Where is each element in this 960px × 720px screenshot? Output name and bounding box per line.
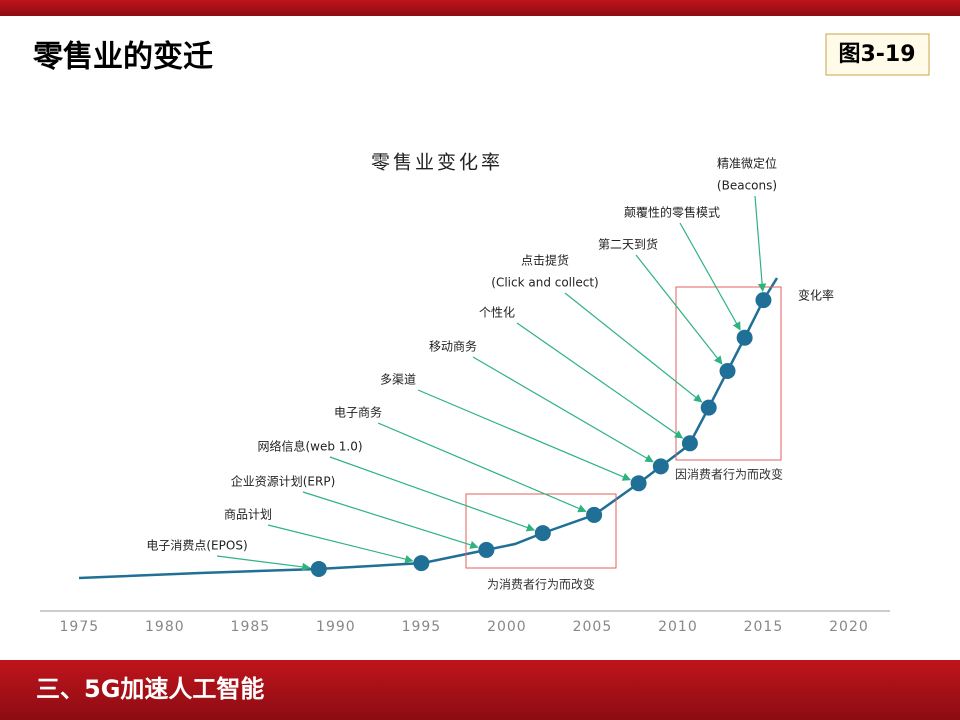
bottom-bar <box>0 660 960 720</box>
point <box>586 506 603 523</box>
point <box>736 329 753 346</box>
x-tick-label: 1985 <box>231 619 271 635</box>
x-tick-label: 1990 <box>316 619 356 635</box>
x-tick-label: 1995 <box>402 619 442 635</box>
x-tick-label: 2000 <box>487 619 527 635</box>
annotation-arrow <box>754 195 767 292</box>
top-bar <box>0 0 960 16</box>
point <box>755 292 772 309</box>
annotation: 颠覆性的零售模式 <box>624 205 720 220</box>
point <box>719 362 736 379</box>
annotation: 点击提货 <box>521 253 569 268</box>
annotation: (Beacons) <box>717 179 777 193</box>
annotation-arrow <box>377 422 587 513</box>
badge: 图3-19 <box>838 42 915 67</box>
x-tick-label: 2005 <box>573 619 613 635</box>
chart-title: 零售业变化率 <box>371 152 503 174</box>
annotation-arrow <box>216 555 311 572</box>
series-label: 变化率 <box>798 288 834 303</box>
point <box>652 458 669 475</box>
region-box <box>465 493 617 569</box>
curve <box>78 277 779 580</box>
footer-title: 三、5G加速人工智能 <box>36 675 264 703</box>
x-tick-label: 2020 <box>829 619 869 635</box>
point <box>630 475 647 492</box>
point <box>700 399 717 416</box>
annotation: 多渠道 <box>380 373 416 387</box>
annotation-arrow <box>516 322 684 439</box>
annotation-arrow <box>635 254 723 365</box>
annotation-arrow <box>302 491 479 549</box>
x-tick-label: 1980 <box>145 619 185 635</box>
slide-title: 零售业的变迁 <box>33 40 213 75</box>
annotation: 移动商务 <box>429 339 477 354</box>
annotation: (Click and collect) <box>491 276 598 290</box>
point <box>534 525 551 542</box>
annotation: 电子商务 <box>334 405 382 420</box>
annotation-arrow <box>679 222 741 331</box>
annotation: 商品计划 <box>224 507 272 522</box>
point <box>478 541 495 558</box>
chart: 1975 1980 1985 1990 1995 2000 2005 2010 2015 2020… <box>40 156 890 635</box>
point <box>310 560 327 577</box>
annotation-arrow <box>329 456 536 532</box>
point <box>413 555 430 572</box>
annotation-arrow <box>564 292 703 403</box>
annotation-arrow <box>267 524 414 564</box>
region-label: 因消费者行为而改变 <box>675 467 783 482</box>
annotation: 第二天到货 <box>598 237 658 252</box>
x-tick-label: 2015 <box>744 619 784 635</box>
x-tick-label: 1975 <box>60 619 100 635</box>
annotation: 电子消费点(EPOS) <box>146 539 247 553</box>
annotation-arrow <box>417 389 632 481</box>
point <box>681 435 698 452</box>
annotation: 网络信息(web 1.0) <box>257 439 362 454</box>
region-box <box>675 286 782 461</box>
annotation: 个性化 <box>479 306 515 320</box>
annotation-arrow <box>472 356 654 463</box>
region-label: 为消费者行为而改变 <box>487 577 595 592</box>
badge-box <box>825 33 930 76</box>
annotation: 精准微定位 <box>717 156 777 171</box>
x-tick-label: 2010 <box>658 619 698 635</box>
annotation: 企业资源计划(ERP) <box>231 474 336 489</box>
